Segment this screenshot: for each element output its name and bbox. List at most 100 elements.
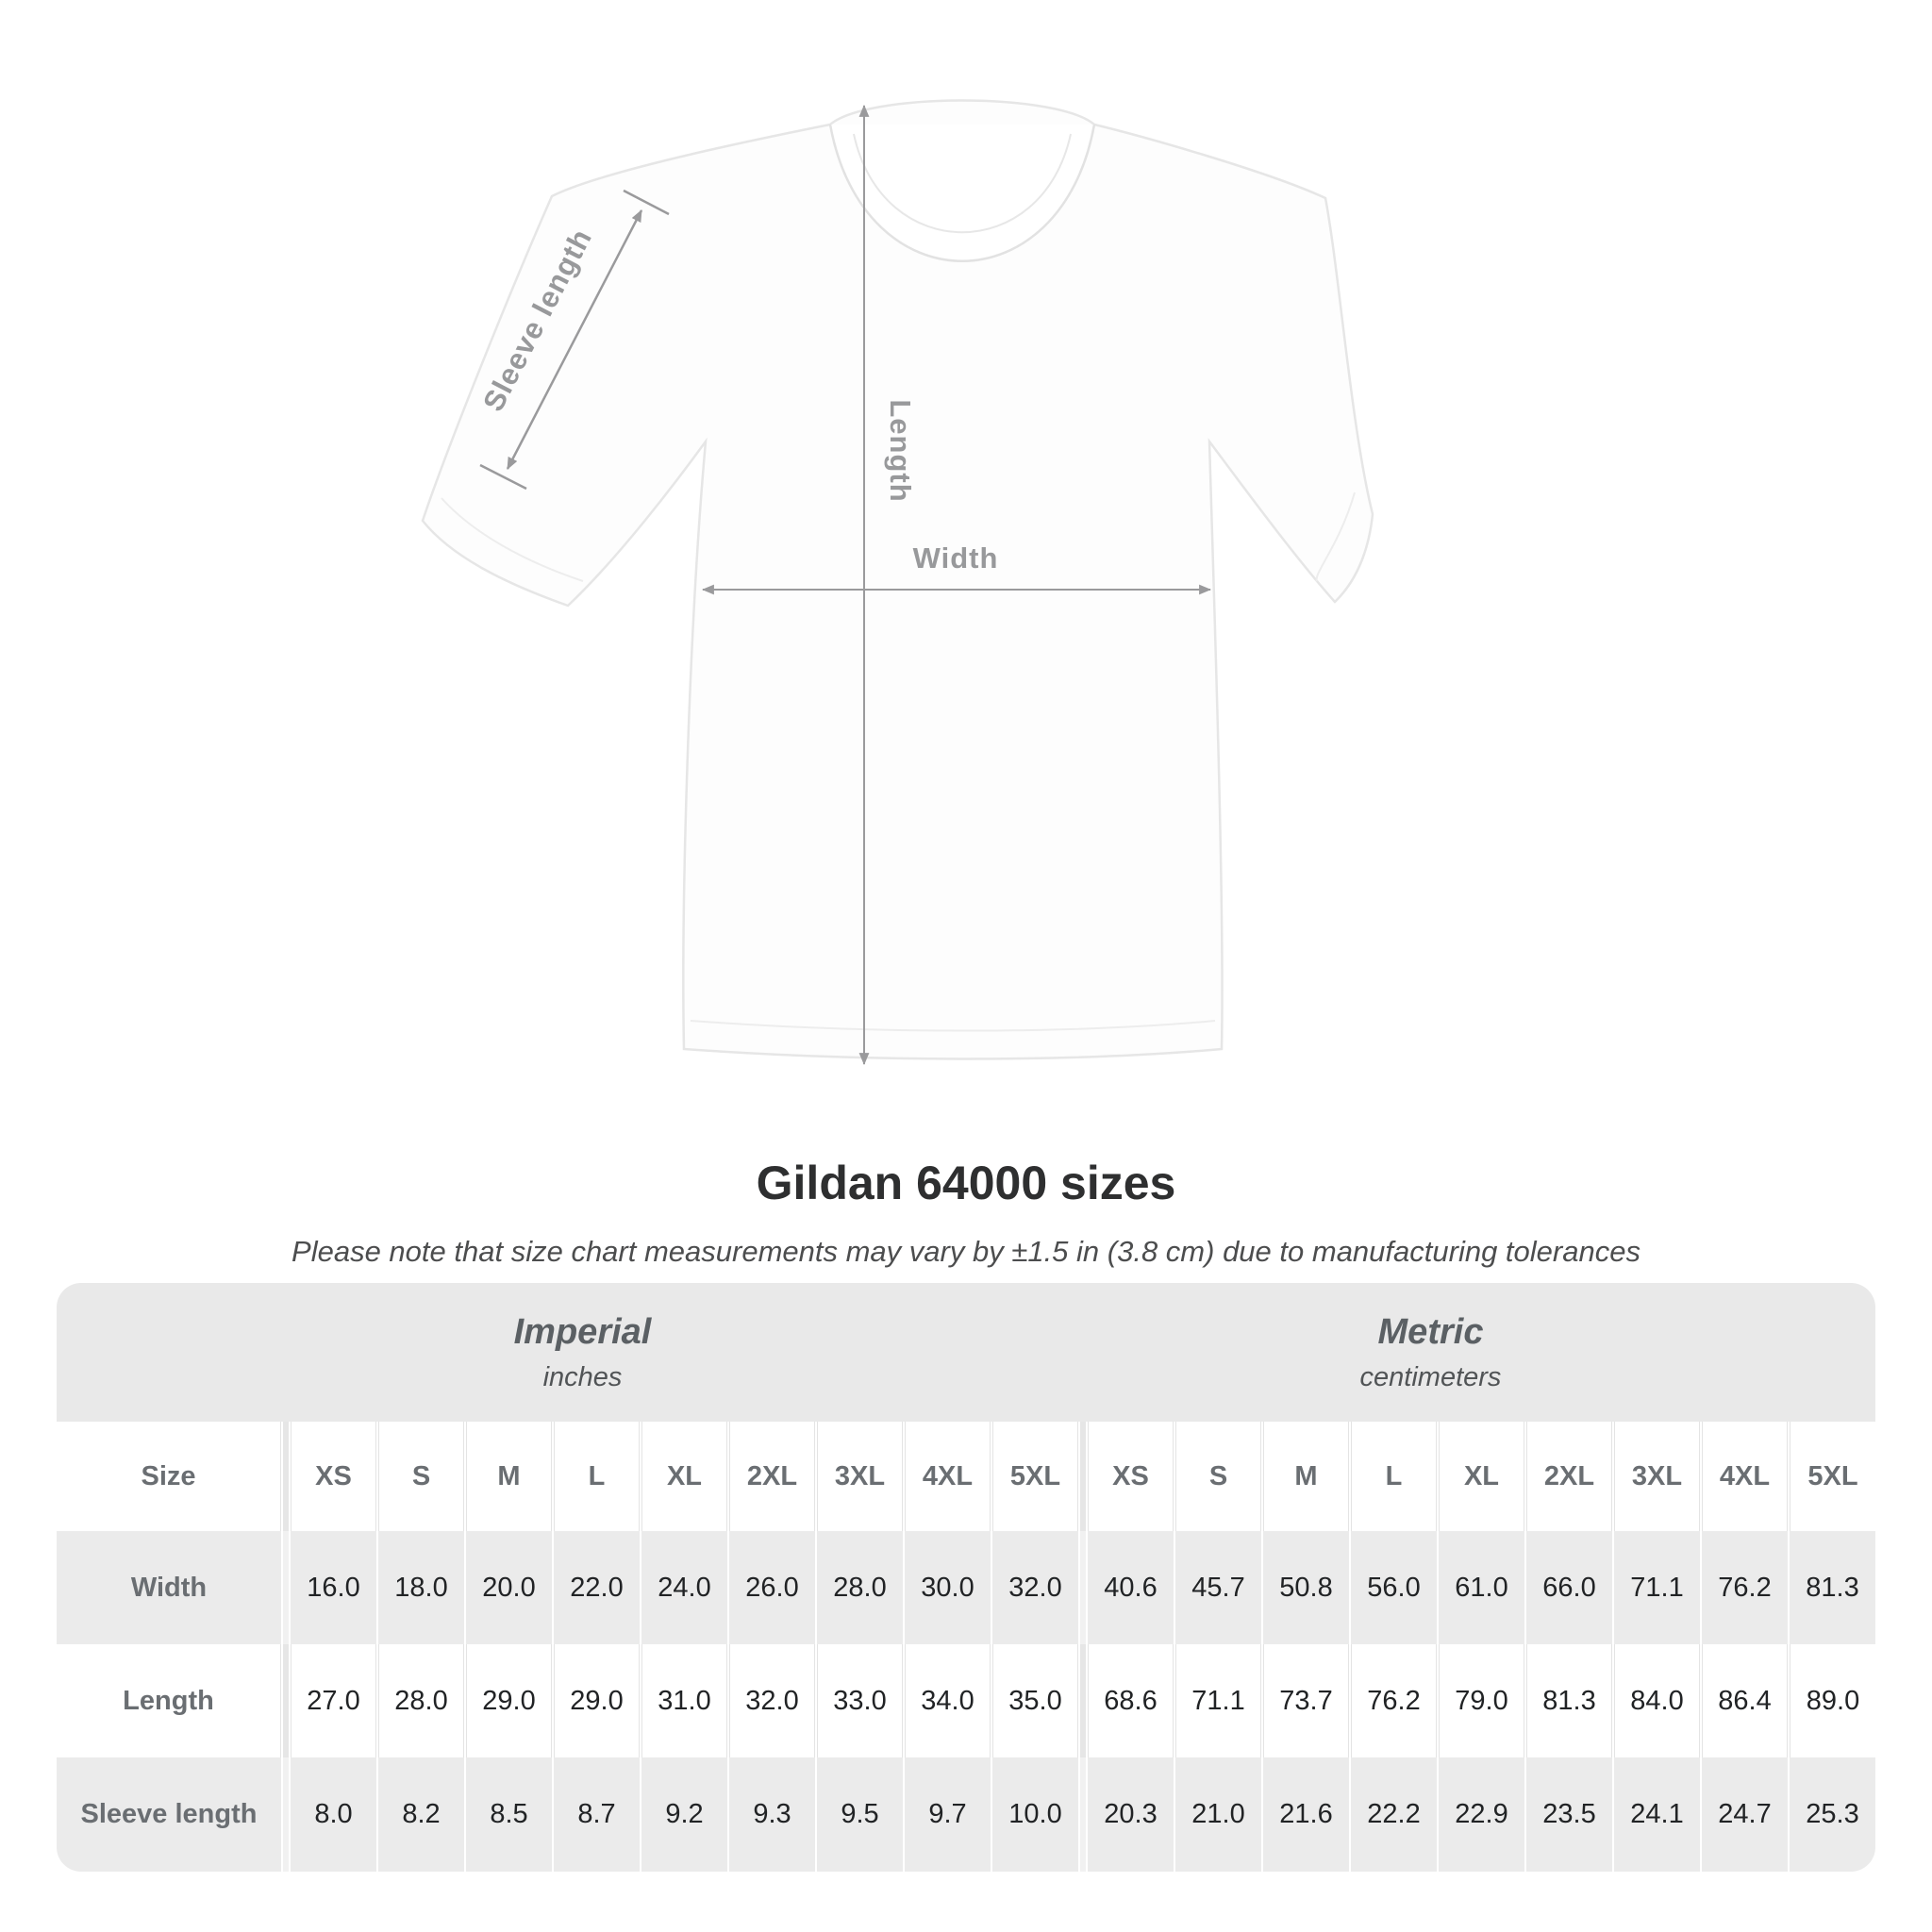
table-cell: 89.0: [1790, 1644, 1875, 1757]
table-cell: XS: [1088, 1422, 1174, 1531]
table-cell: XL: [1439, 1422, 1524, 1531]
table-cell: 22.0: [554, 1531, 640, 1644]
table-cell: 21.0: [1175, 1757, 1261, 1872]
table-cell: 28.0: [378, 1644, 464, 1757]
sleeve-dimension-tick-top: [623, 189, 670, 216]
table-cell: 25.3: [1790, 1757, 1875, 1872]
metric-label: Metric: [1377, 1311, 1484, 1352]
table-cell: 81.3: [1790, 1531, 1875, 1644]
table-cell: 66.0: [1526, 1531, 1612, 1644]
table-cell: 21.6: [1263, 1757, 1349, 1872]
column-divider: [1080, 1531, 1086, 1644]
table-cell: 4XL: [905, 1422, 991, 1531]
table-cell: 86.4: [1702, 1644, 1788, 1757]
table-cell: 73.7: [1263, 1644, 1349, 1757]
table-cell: 3XL: [817, 1422, 903, 1531]
table-cell: XS: [291, 1422, 376, 1531]
column-divider: [283, 1757, 289, 1872]
table-cell: 8.2: [378, 1757, 464, 1872]
table-cell: S: [378, 1422, 464, 1531]
page-title: Gildan 64000 sizes: [756, 1157, 1176, 1209]
table-cell: 22.2: [1351, 1757, 1437, 1872]
right-sleeve-seam: [1315, 491, 1356, 582]
column-divider: [283, 1422, 289, 1531]
table-cell: XL: [641, 1422, 727, 1531]
table-cell: M: [466, 1422, 552, 1531]
table-cell: 71.1: [1614, 1531, 1700, 1644]
length-label: Length: [884, 399, 917, 502]
collar-inner-seam: [853, 133, 1072, 234]
column-divider: [1080, 1757, 1086, 1872]
table-cell: 8.7: [554, 1757, 640, 1872]
table-cell: 30.0: [905, 1531, 991, 1644]
row-label-cell: Width: [57, 1531, 281, 1644]
table-cell: S: [1175, 1422, 1261, 1531]
table-cell: 33.0: [817, 1644, 903, 1757]
table-cell: 9.7: [905, 1757, 991, 1872]
tshirt-shape: [421, 99, 1374, 1060]
table-cell: 50.8: [1263, 1531, 1349, 1644]
table-cell: 9.3: [729, 1757, 815, 1872]
table-cell: 24.7: [1702, 1757, 1788, 1872]
table-cell: 2XL: [1526, 1422, 1612, 1531]
table-cell: 5XL: [1790, 1422, 1875, 1531]
table-cell: 29.0: [554, 1644, 640, 1757]
table-cell: 26.0: [729, 1531, 815, 1644]
table-cell: 24.1: [1614, 1757, 1700, 1872]
table-cell: 56.0: [1351, 1531, 1437, 1644]
table-cell: 16.0: [291, 1531, 376, 1644]
table-cell: 3XL: [1614, 1422, 1700, 1531]
row-label-cell: Length: [57, 1644, 281, 1757]
column-divider: [1080, 1422, 1086, 1531]
left-sleeve-seam: [441, 497, 584, 582]
column-divider: [283, 1644, 289, 1757]
table-cell: 9.5: [817, 1757, 903, 1872]
table-cell: 8.0: [291, 1757, 376, 1872]
bottom-hem-seam: [690, 1020, 1216, 1032]
table-cell: 9.2: [641, 1757, 727, 1872]
tolerance-note: Please note that size chart measurements…: [291, 1235, 1641, 1268]
table-cell: 84.0: [1614, 1644, 1700, 1757]
table-cell: 79.0: [1439, 1644, 1524, 1757]
table-cell: 20.0: [466, 1531, 552, 1644]
table-cell: 61.0: [1439, 1531, 1524, 1644]
table-cell: 29.0: [466, 1644, 552, 1757]
sleeve-dimension-tick-bottom: [479, 463, 527, 491]
table-cell: 81.3: [1526, 1644, 1612, 1757]
table-cell: 45.7: [1175, 1531, 1261, 1644]
table-cell: 71.1: [1175, 1644, 1261, 1757]
table-cell: L: [554, 1422, 640, 1531]
imperial-label: Imperial: [513, 1311, 652, 1352]
table-cell: 5XL: [992, 1422, 1078, 1531]
table-cell: 76.2: [1702, 1531, 1788, 1644]
metric-header: Metric centimeters: [1033, 1283, 1828, 1422]
table-cell: 35.0: [992, 1644, 1078, 1757]
column-divider: [283, 1531, 289, 1644]
table-cell: 22.9: [1439, 1757, 1524, 1872]
table-cell: 8.5: [466, 1757, 552, 1872]
table-cell: 27.0: [291, 1644, 376, 1757]
table-cell: L: [1351, 1422, 1437, 1531]
size-grid: Size XS S M L XL 2XL 3XL 4XL 5XL XS S M L XL 2XL 3XL 4XL 5…: [57, 1422, 1875, 1872]
table-cell: 4XL: [1702, 1422, 1788, 1531]
table-cell: 32.0: [992, 1531, 1078, 1644]
table-cell: 68.6: [1088, 1644, 1174, 1757]
table-cell: 31.0: [641, 1644, 727, 1757]
table-cell: 18.0: [378, 1531, 464, 1644]
table-cell: M: [1263, 1422, 1349, 1531]
size-table: Imperial inches Metric centimeters Size X…: [57, 1283, 1875, 1872]
table-cell: 76.2: [1351, 1644, 1437, 1757]
table-cell: 2XL: [729, 1422, 815, 1531]
column-divider: [1080, 1644, 1086, 1757]
tshirt-diagram: Sleeve length Length Width: [421, 99, 1374, 1066]
table-cell: 34.0: [905, 1644, 991, 1757]
table-cell: 20.3: [1088, 1757, 1174, 1872]
unit-band: Imperial inches Metric centimeters: [57, 1283, 1875, 1422]
table-cell: 23.5: [1526, 1757, 1612, 1872]
row-label-cell: Size: [57, 1422, 281, 1531]
row-label-cell: Sleeve length: [57, 1757, 281, 1872]
width-dimension: Width: [701, 541, 1212, 595]
width-label: Width: [913, 541, 999, 575]
table-cell: 10.0: [992, 1757, 1078, 1872]
